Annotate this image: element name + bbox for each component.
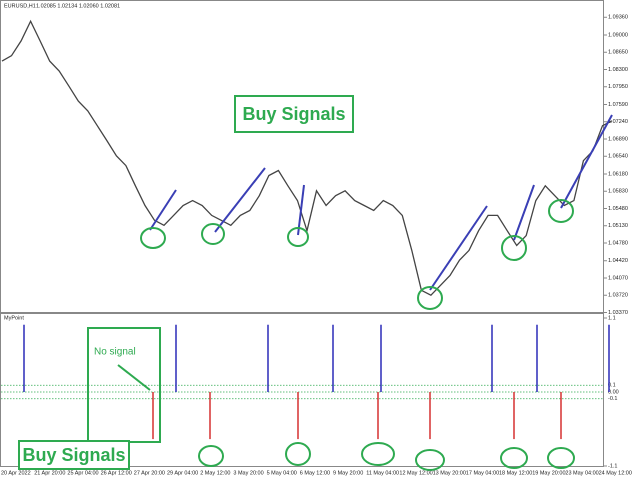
- y-tick-label: 1.09360: [608, 15, 628, 21]
- x-label: 21 Apr 20:00: [34, 470, 65, 476]
- x-label: 5 May 04:00: [267, 470, 297, 476]
- y-tick-label: 1.03370: [608, 310, 628, 316]
- y-tick-label: -0.1: [608, 396, 617, 402]
- y-tick-label: 1.05130: [608, 223, 628, 229]
- y-tick-label: 1.08650: [608, 50, 628, 56]
- x-label: 18 May 12:00: [499, 470, 532, 476]
- y-tick-label: 1.04780: [608, 240, 628, 246]
- y-tick-label: 1.05480: [608, 206, 628, 212]
- y-tick-label: 1.07240: [608, 119, 628, 125]
- x-label: 13 May 20:00: [433, 470, 466, 476]
- annotation-arrow: [117, 364, 151, 391]
- x-label: 23 May 04:00: [565, 470, 598, 476]
- x-label: 29 Apr 04:00: [167, 470, 198, 476]
- y-tick-label: -1.1: [608, 463, 617, 469]
- x-label: 2 May 12:00: [200, 470, 230, 476]
- y-tick-label: 0.00: [608, 389, 619, 395]
- y-tick-label: 1.06890: [608, 136, 628, 142]
- y-tick-label: 1.05830: [608, 189, 628, 195]
- y-tick-label: 1.09000: [608, 32, 628, 38]
- x-label: 24 May 12:00: [599, 470, 632, 476]
- y-tick-label: 1.07950: [608, 84, 628, 90]
- x-label: 6 May 12:00: [300, 470, 330, 476]
- y-tick-label: 1.04070: [608, 275, 628, 281]
- y-tick-label: 1.06540: [608, 154, 628, 160]
- annotation-box: [234, 95, 354, 133]
- x-label: 27 Apr 20:00: [134, 470, 165, 476]
- y-tick-label: 1.07590: [608, 102, 628, 108]
- indicator-panel: [0, 313, 604, 467]
- x-label: 25 Apr 04:00: [67, 470, 98, 476]
- indicator-name: MyPoint: [4, 315, 24, 321]
- annotation: No signal: [94, 347, 136, 358]
- x-label: 20 Apr 2022: [1, 470, 31, 476]
- annotation: Buy Signals: [22, 445, 125, 465]
- y-tick-label: 1.1: [608, 315, 616, 321]
- x-label: 26 Apr 12:00: [101, 470, 132, 476]
- signal-circles: [140, 199, 575, 471]
- annotation: Buy Signals: [242, 104, 345, 124]
- y-tick-label: 1.08300: [608, 67, 628, 73]
- ohlc: 1.02085 1.02134 1.02060 1.02081: [36, 3, 120, 9]
- y-tick-label: 1.04420: [608, 258, 628, 264]
- x-label: 3 May 20:00: [233, 470, 263, 476]
- y-tick-label: 1.06180: [608, 171, 628, 177]
- trend-lines: [149, 114, 613, 291]
- y-tick-label: 1.03720: [608, 293, 628, 299]
- x-label: 11 May 04:00: [366, 470, 399, 476]
- annotation-box: [18, 440, 130, 470]
- x-label: 12 May 12:00: [399, 470, 432, 476]
- x-label: 9 May 20:00: [333, 470, 363, 476]
- x-label: 17 May 04:00: [466, 470, 499, 476]
- y-tick-label: 0.1: [608, 383, 616, 389]
- x-label: 19 May 20:00: [532, 470, 565, 476]
- symbol: EURUSD,H1: [4, 3, 36, 9]
